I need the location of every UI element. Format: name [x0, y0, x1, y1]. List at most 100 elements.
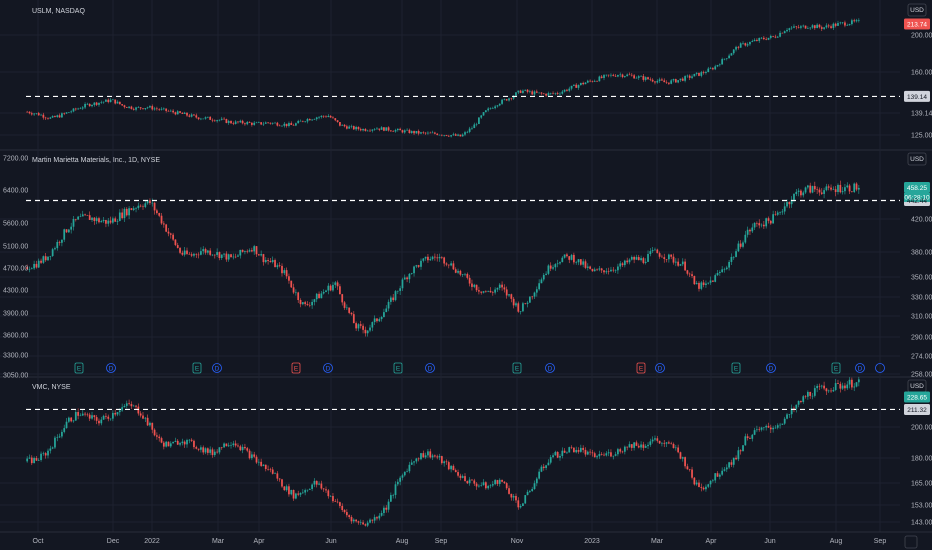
candle	[234, 443, 237, 446]
candle	[552, 455, 554, 458]
candle	[49, 448, 52, 451]
candle	[809, 185, 812, 193]
candle	[839, 22, 842, 24]
candle	[345, 126, 348, 129]
candle	[40, 453, 42, 461]
candle	[517, 500, 520, 508]
candle	[130, 404, 133, 407]
candle	[811, 25, 814, 28]
candle	[501, 99, 503, 104]
candle	[781, 211, 784, 213]
candle	[535, 478, 538, 484]
candle	[172, 110, 174, 113]
candle	[336, 501, 339, 503]
candle	[823, 385, 825, 389]
candle	[408, 273, 411, 280]
candle	[63, 113, 66, 114]
candle	[742, 43, 744, 44]
price-tick-label: 420.00	[911, 217, 932, 224]
candle	[116, 412, 119, 415]
candle	[749, 438, 751, 439]
candle	[837, 23, 839, 26]
candle	[271, 469, 274, 474]
candle	[605, 74, 608, 76]
candle	[146, 107, 149, 109]
candle	[781, 423, 784, 425]
candle	[702, 487, 705, 490]
candle	[851, 191, 853, 193]
candle	[702, 72, 705, 73]
candle	[519, 90, 522, 93]
candle	[459, 475, 462, 478]
candle	[299, 493, 302, 495]
candle	[667, 442, 670, 444]
candle	[260, 461, 263, 466]
candle	[352, 519, 355, 522]
candle	[230, 120, 232, 124]
candle	[274, 473, 276, 474]
candle	[522, 90, 524, 93]
candle	[793, 26, 795, 28]
last-price-label: 458.25	[907, 185, 927, 192]
candle	[436, 133, 439, 135]
candle	[450, 465, 452, 470]
candle	[804, 25, 807, 29]
candle	[369, 130, 371, 132]
candle	[640, 444, 642, 448]
candle	[88, 414, 91, 419]
candle	[533, 91, 536, 95]
candle	[677, 261, 680, 266]
candle	[447, 135, 450, 137]
candle	[47, 118, 49, 119]
candle	[684, 76, 686, 81]
candle	[114, 99, 117, 104]
candle	[855, 20, 858, 22]
candle	[443, 461, 446, 464]
candle	[366, 522, 369, 526]
candle	[111, 412, 114, 419]
candle	[359, 129, 362, 131]
candle	[290, 280, 293, 288]
candle	[716, 65, 719, 67]
candle	[686, 466, 689, 470]
candle	[146, 417, 149, 426]
candle	[211, 254, 214, 256]
candle	[596, 80, 598, 82]
candle	[65, 112, 68, 114]
candle	[125, 107, 128, 108]
candle	[151, 202, 154, 204]
candle	[318, 116, 320, 118]
candle	[447, 264, 450, 266]
candle	[793, 408, 795, 409]
candle	[322, 488, 325, 490]
candle	[188, 439, 191, 441]
candle	[373, 517, 376, 521]
candle	[297, 493, 300, 495]
candle	[681, 78, 684, 81]
candle	[656, 438, 659, 441]
candle	[234, 256, 237, 258]
candle	[195, 115, 198, 118]
candle	[51, 249, 54, 257]
candle	[471, 283, 473, 287]
candle	[322, 291, 325, 294]
candle	[813, 186, 816, 190]
candle	[802, 25, 805, 27]
candle	[373, 318, 376, 323]
candle	[389, 130, 392, 132]
candle	[125, 403, 128, 406]
candle	[566, 254, 568, 257]
candle	[260, 122, 263, 125]
candle	[857, 19, 860, 21]
candle	[220, 118, 223, 120]
candle	[387, 127, 390, 131]
candle	[105, 99, 107, 102]
candle	[540, 466, 543, 472]
candle	[295, 292, 297, 294]
candle	[839, 383, 842, 389]
candle	[132, 208, 135, 210]
candle	[332, 284, 334, 291]
candle	[262, 254, 265, 263]
candle	[575, 262, 578, 263]
